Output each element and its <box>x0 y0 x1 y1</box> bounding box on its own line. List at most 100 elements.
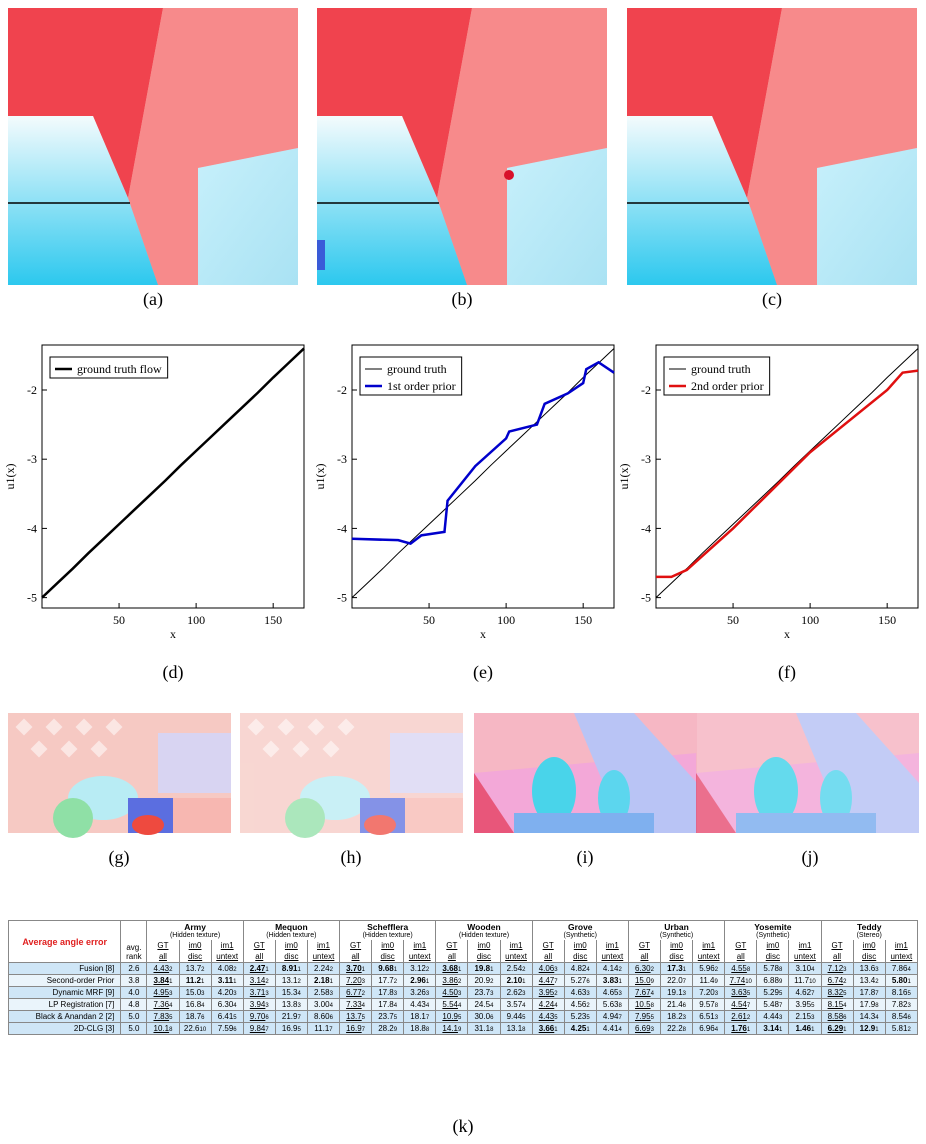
cell-value: 2.58 <box>314 988 330 997</box>
cell-value: 28.2 <box>378 1024 394 1033</box>
table-cell: 3.831 <box>595 974 629 987</box>
legend <box>49 356 169 379</box>
header-row: GT im0 im1 GT im0 im1 GT im0 im1 GT im0 im1 GT im0 im1… <box>9 940 919 951</box>
cell-rank: 4 <box>233 1003 237 1009</box>
cell-value: 13.7 <box>185 964 202 973</box>
table-cell: 4.443 <box>756 1010 790 1023</box>
cell-rank: 5 <box>393 1015 398 1021</box>
cell-value: 9.57 <box>699 1000 715 1009</box>
table-cell: 2.242 <box>306 962 341 975</box>
cell-rank: 3 <box>457 991 462 997</box>
table-cell: 12.91 <box>852 1022 886 1035</box>
table-cell: 13.83 <box>274 998 308 1011</box>
error-column: disc <box>274 951 308 963</box>
x-tick-label: 150 <box>878 613 896 627</box>
dataset-header: Mequon (Hidden texture) <box>242 920 341 940</box>
cell-rank: 2 <box>714 967 719 973</box>
dataset-subtitle: (Hidden texture) <box>266 932 317 939</box>
legend <box>359 356 463 396</box>
cell-rank: 4 <box>843 1003 847 1009</box>
cell-rank: 5 <box>843 991 847 997</box>
header-row: Average angle error avg. rank Army (Hidden … <box>7 920 918 963</box>
cell-value: 6.96 <box>699 1024 715 1033</box>
table-row: 2D-CLG [3] 5.0 10.18 22.610 7.596 9.847 16.95 1… <box>7 1022 919 1035</box>
error-column: untext <box>306 951 341 963</box>
table-cell: 6.513 <box>692 1010 726 1023</box>
plot-area <box>41 344 305 609</box>
cell-value: 5.81 <box>891 1024 908 1033</box>
y-tick-label: -2 <box>641 383 651 397</box>
cell-value: 6.77 <box>346 988 362 997</box>
cell-value: 3.11 <box>217 976 234 985</box>
table-cell: 6.693 <box>627 1022 662 1035</box>
cell-rank: 8 <box>169 1027 173 1033</box>
table-cell: 5.638 <box>595 998 629 1011</box>
image-column: GT <box>146 940 180 951</box>
x-axis-label: x <box>170 627 176 641</box>
table-cell: 20.92 <box>467 974 501 987</box>
cell-value: 4.47 <box>538 976 555 985</box>
error-column: all <box>531 951 565 963</box>
table-cell: 4.947 <box>595 1010 629 1023</box>
cell-value: 3.68 <box>442 964 458 973</box>
table-cell: 3.952 <box>531 986 565 999</box>
dataset-subtitle: (Stereo) <box>856 932 882 939</box>
cell-value: 30.0 <box>474 1012 491 1021</box>
rank-header: avg. rank <box>120 920 148 963</box>
cell-rank: 3 <box>361 979 366 985</box>
series-line <box>351 360 615 546</box>
cell-value: 8.16 <box>891 988 908 997</box>
table-cell: 18.17 <box>403 1010 437 1023</box>
cell-rank: 3 <box>233 991 237 997</box>
cell-rank: 2 <box>907 1027 911 1033</box>
cell-value: 9.84 <box>249 1024 266 1033</box>
cell-rank: 7 <box>811 991 815 997</box>
y-axis-label: u1(x) <box>3 464 17 490</box>
cell-rank: 2 <box>843 979 847 985</box>
table-cell: 4.082 <box>210 962 244 975</box>
cell-rank: 5 <box>522 1015 526 1021</box>
cell-rank: 1 <box>778 1027 783 1033</box>
table-cell: 2.961 <box>403 974 437 987</box>
cell-rank: 1 <box>265 967 269 973</box>
cell-rank: 3 <box>297 1003 301 1009</box>
cell-rank: 7 <box>361 1027 366 1033</box>
table-cell: 4.435 <box>531 1010 565 1023</box>
cell-value: 4.95 <box>153 988 170 997</box>
cell-value: 9.44 <box>506 1012 523 1021</box>
cell-value: 8.54 <box>891 1012 908 1021</box>
dataset-name: Teddy <box>857 922 882 932</box>
cell-rank: 3 <box>811 1015 815 1021</box>
table-row: Fusion [8] 2.6 4.432 13.72 4.082 2.471 8.911 2.… <box>7 962 919 975</box>
dataset-subtitle: (Synthetic) <box>659 932 694 939</box>
table-cell: 3.574 <box>499 998 533 1011</box>
cell-value: 13.8 <box>281 1000 298 1009</box>
cell-value: 7.12 <box>827 964 844 973</box>
cell-rank: 3 <box>714 1015 719 1021</box>
cell-rank: 3 <box>618 991 622 997</box>
cell-value: 5.23 <box>570 1012 587 1021</box>
table-cell: 2.181 <box>306 974 341 987</box>
results-table: Average angle error avg. rank Army (Hidden … <box>7 920 919 1035</box>
cell-rank: 7 <box>682 979 686 985</box>
cell-rank: 9 <box>650 979 654 985</box>
cell-rank: 2 <box>169 967 173 973</box>
cell-value: 2.62 <box>506 988 523 997</box>
cell-rank: 8 <box>714 1003 719 1009</box>
cell-value: 17.9 <box>859 1000 876 1009</box>
table-cell: 4.547 <box>724 998 758 1011</box>
image-column: GT <box>724 940 758 951</box>
cell-value: 4.20 <box>217 988 234 997</box>
table-cell: 13.18 <box>499 1022 533 1035</box>
cell-value: 5.96 <box>699 964 715 973</box>
cell-rank: 2 <box>618 967 622 973</box>
table-cell: 22.28 <box>659 1022 694 1035</box>
table-cell: 1.461 <box>788 1022 822 1035</box>
table-cell: 18.23 <box>659 1010 694 1023</box>
table-cell: 14.19 <box>435 1022 469 1035</box>
method-name: 2D-CLG [3] <box>7 1022 122 1035</box>
cell-rank: 1 <box>618 979 622 985</box>
cell-value: 3.70 <box>346 964 362 973</box>
cell-rank: 9 <box>393 1027 398 1033</box>
cell-value: 9.70 <box>249 1012 266 1021</box>
